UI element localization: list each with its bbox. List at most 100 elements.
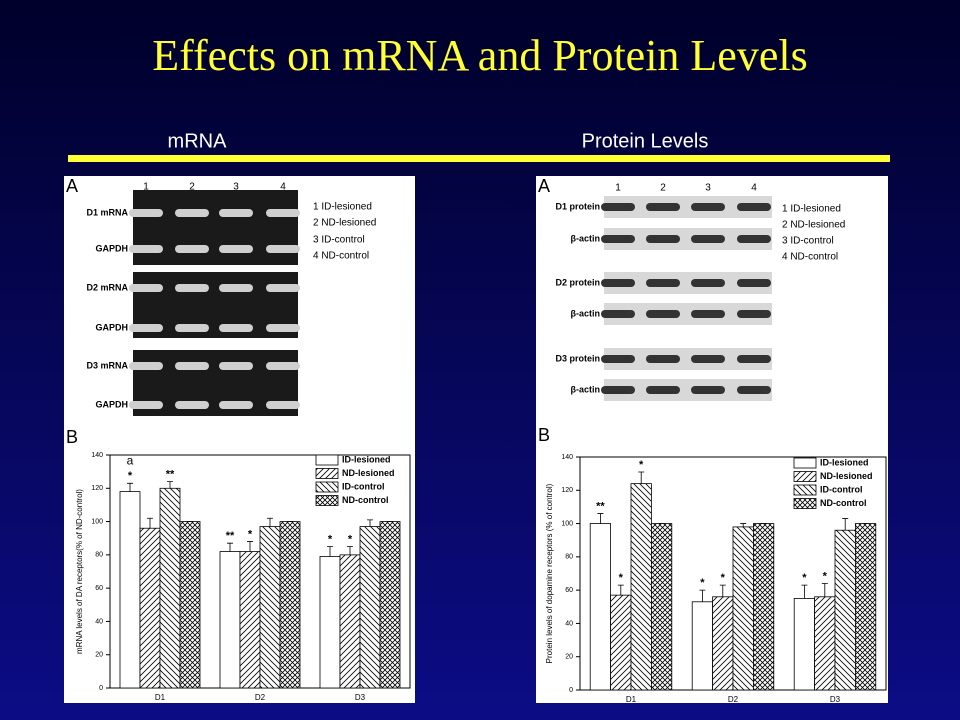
gel-band <box>601 203 635 211</box>
bar <box>814 596 836 691</box>
lane-number: 1 <box>143 182 149 193</box>
gel-band <box>691 279 725 287</box>
gel-image <box>604 196 772 218</box>
bar <box>339 554 361 689</box>
gel-row-label: β-actin <box>571 308 601 318</box>
bar <box>239 551 261 689</box>
error-bar <box>227 542 233 552</box>
gel-band <box>129 284 163 292</box>
gel-band <box>601 386 635 394</box>
gel-row-label: GAPDH <box>95 322 128 332</box>
legend-label: ND-control <box>820 498 867 508</box>
gel-band <box>691 310 725 318</box>
gel-band <box>219 209 253 217</box>
error-bar <box>127 482 133 492</box>
significance-marker: * <box>248 528 253 540</box>
error-bar <box>327 546 333 557</box>
gel-band <box>129 362 163 370</box>
gel-row-label: GAPDH <box>95 399 128 409</box>
bar <box>691 601 714 691</box>
significance-marker: * <box>639 459 644 471</box>
gel-band <box>266 324 300 332</box>
error-bar <box>267 517 273 527</box>
bar <box>610 594 632 691</box>
gel-band <box>266 209 300 217</box>
gel-band <box>175 324 209 332</box>
bar <box>834 529 856 691</box>
y-tick-label: 20 <box>95 652 103 659</box>
y-tick-label: 0 <box>569 687 573 694</box>
error-bar <box>247 541 253 552</box>
gel-row-label: β-actin <box>571 384 601 394</box>
gel-band <box>175 362 209 370</box>
y-tick-label: 0 <box>99 685 103 692</box>
gel-band <box>737 203 771 211</box>
bar <box>651 523 673 691</box>
error-bar <box>699 589 706 602</box>
bar <box>732 526 754 691</box>
error-bar <box>597 513 604 524</box>
significance-marker: * <box>823 570 828 582</box>
significance-marker: * <box>128 470 133 482</box>
column-heading: Protein Levels <box>582 130 709 152</box>
x-tick-label: D2 <box>728 695 739 704</box>
gel-band <box>737 355 771 363</box>
y-tick-label: 100 <box>91 518 103 525</box>
gel-legend-entry: 2 ND-lesioned <box>782 220 845 231</box>
y-tick-label: 20 <box>565 654 573 661</box>
legend-swatch <box>315 468 339 479</box>
y-axis-title: mRNA levels of DA receptors(% of ND-cont… <box>75 489 84 654</box>
gel-legend-entry: 2 ND-lesioned <box>313 218 376 229</box>
x-tick-label: D3 <box>830 695 841 704</box>
gel-legend-entry: 4 ND-control <box>313 251 369 262</box>
y-tick-label: 60 <box>95 585 103 592</box>
significance-marker: * <box>348 533 353 545</box>
gel-band <box>175 284 209 292</box>
gel-band <box>219 284 253 292</box>
gel-band <box>737 386 771 394</box>
gel-band <box>601 279 635 287</box>
gel-band <box>737 310 771 318</box>
bar <box>753 523 775 691</box>
y-tick-label: 40 <box>95 618 103 625</box>
y-tick-label: 100 <box>561 520 573 527</box>
y-tick-label: 120 <box>561 487 573 494</box>
gel-band <box>691 203 725 211</box>
bar <box>712 596 734 691</box>
gel-band <box>646 355 680 363</box>
gel-band <box>601 355 635 363</box>
gel-band <box>219 245 253 253</box>
legend-swatch <box>315 481 339 493</box>
gel-image <box>604 272 772 294</box>
x-tick-label: D1 <box>626 695 637 704</box>
gel-row-label: D1 mRNA <box>86 207 128 217</box>
gel-band <box>219 362 253 370</box>
gel-band <box>175 245 209 253</box>
gel-image <box>604 348 772 370</box>
x-tick-label: D1 <box>155 693 166 702</box>
significance-marker: * <box>619 572 624 584</box>
significance-marker: * <box>721 572 726 584</box>
legend-swatch <box>315 454 339 466</box>
gel-band <box>266 401 300 409</box>
bar <box>359 526 381 689</box>
panel-label: A <box>66 176 78 196</box>
gel-band <box>601 310 635 318</box>
slide-title: Effects on mRNA and Protein Levels <box>152 31 807 80</box>
bar <box>379 521 401 689</box>
gel-band <box>129 245 163 253</box>
gel-band <box>175 209 209 217</box>
lane-number: 3 <box>233 182 239 193</box>
y-tick-label: 80 <box>565 554 573 561</box>
legend-label: ID-lesioned <box>342 454 391 464</box>
lane-number: 2 <box>189 182 195 193</box>
gel-row-label: D3 protein <box>555 353 600 363</box>
bar <box>159 487 181 689</box>
gel-band <box>646 310 680 318</box>
gel-band <box>646 386 680 394</box>
significance-marker: * <box>802 572 807 584</box>
gel-band <box>601 235 635 243</box>
gel-row-label: β-actin <box>571 233 601 243</box>
legend-label: ND-lesioned <box>342 468 395 478</box>
